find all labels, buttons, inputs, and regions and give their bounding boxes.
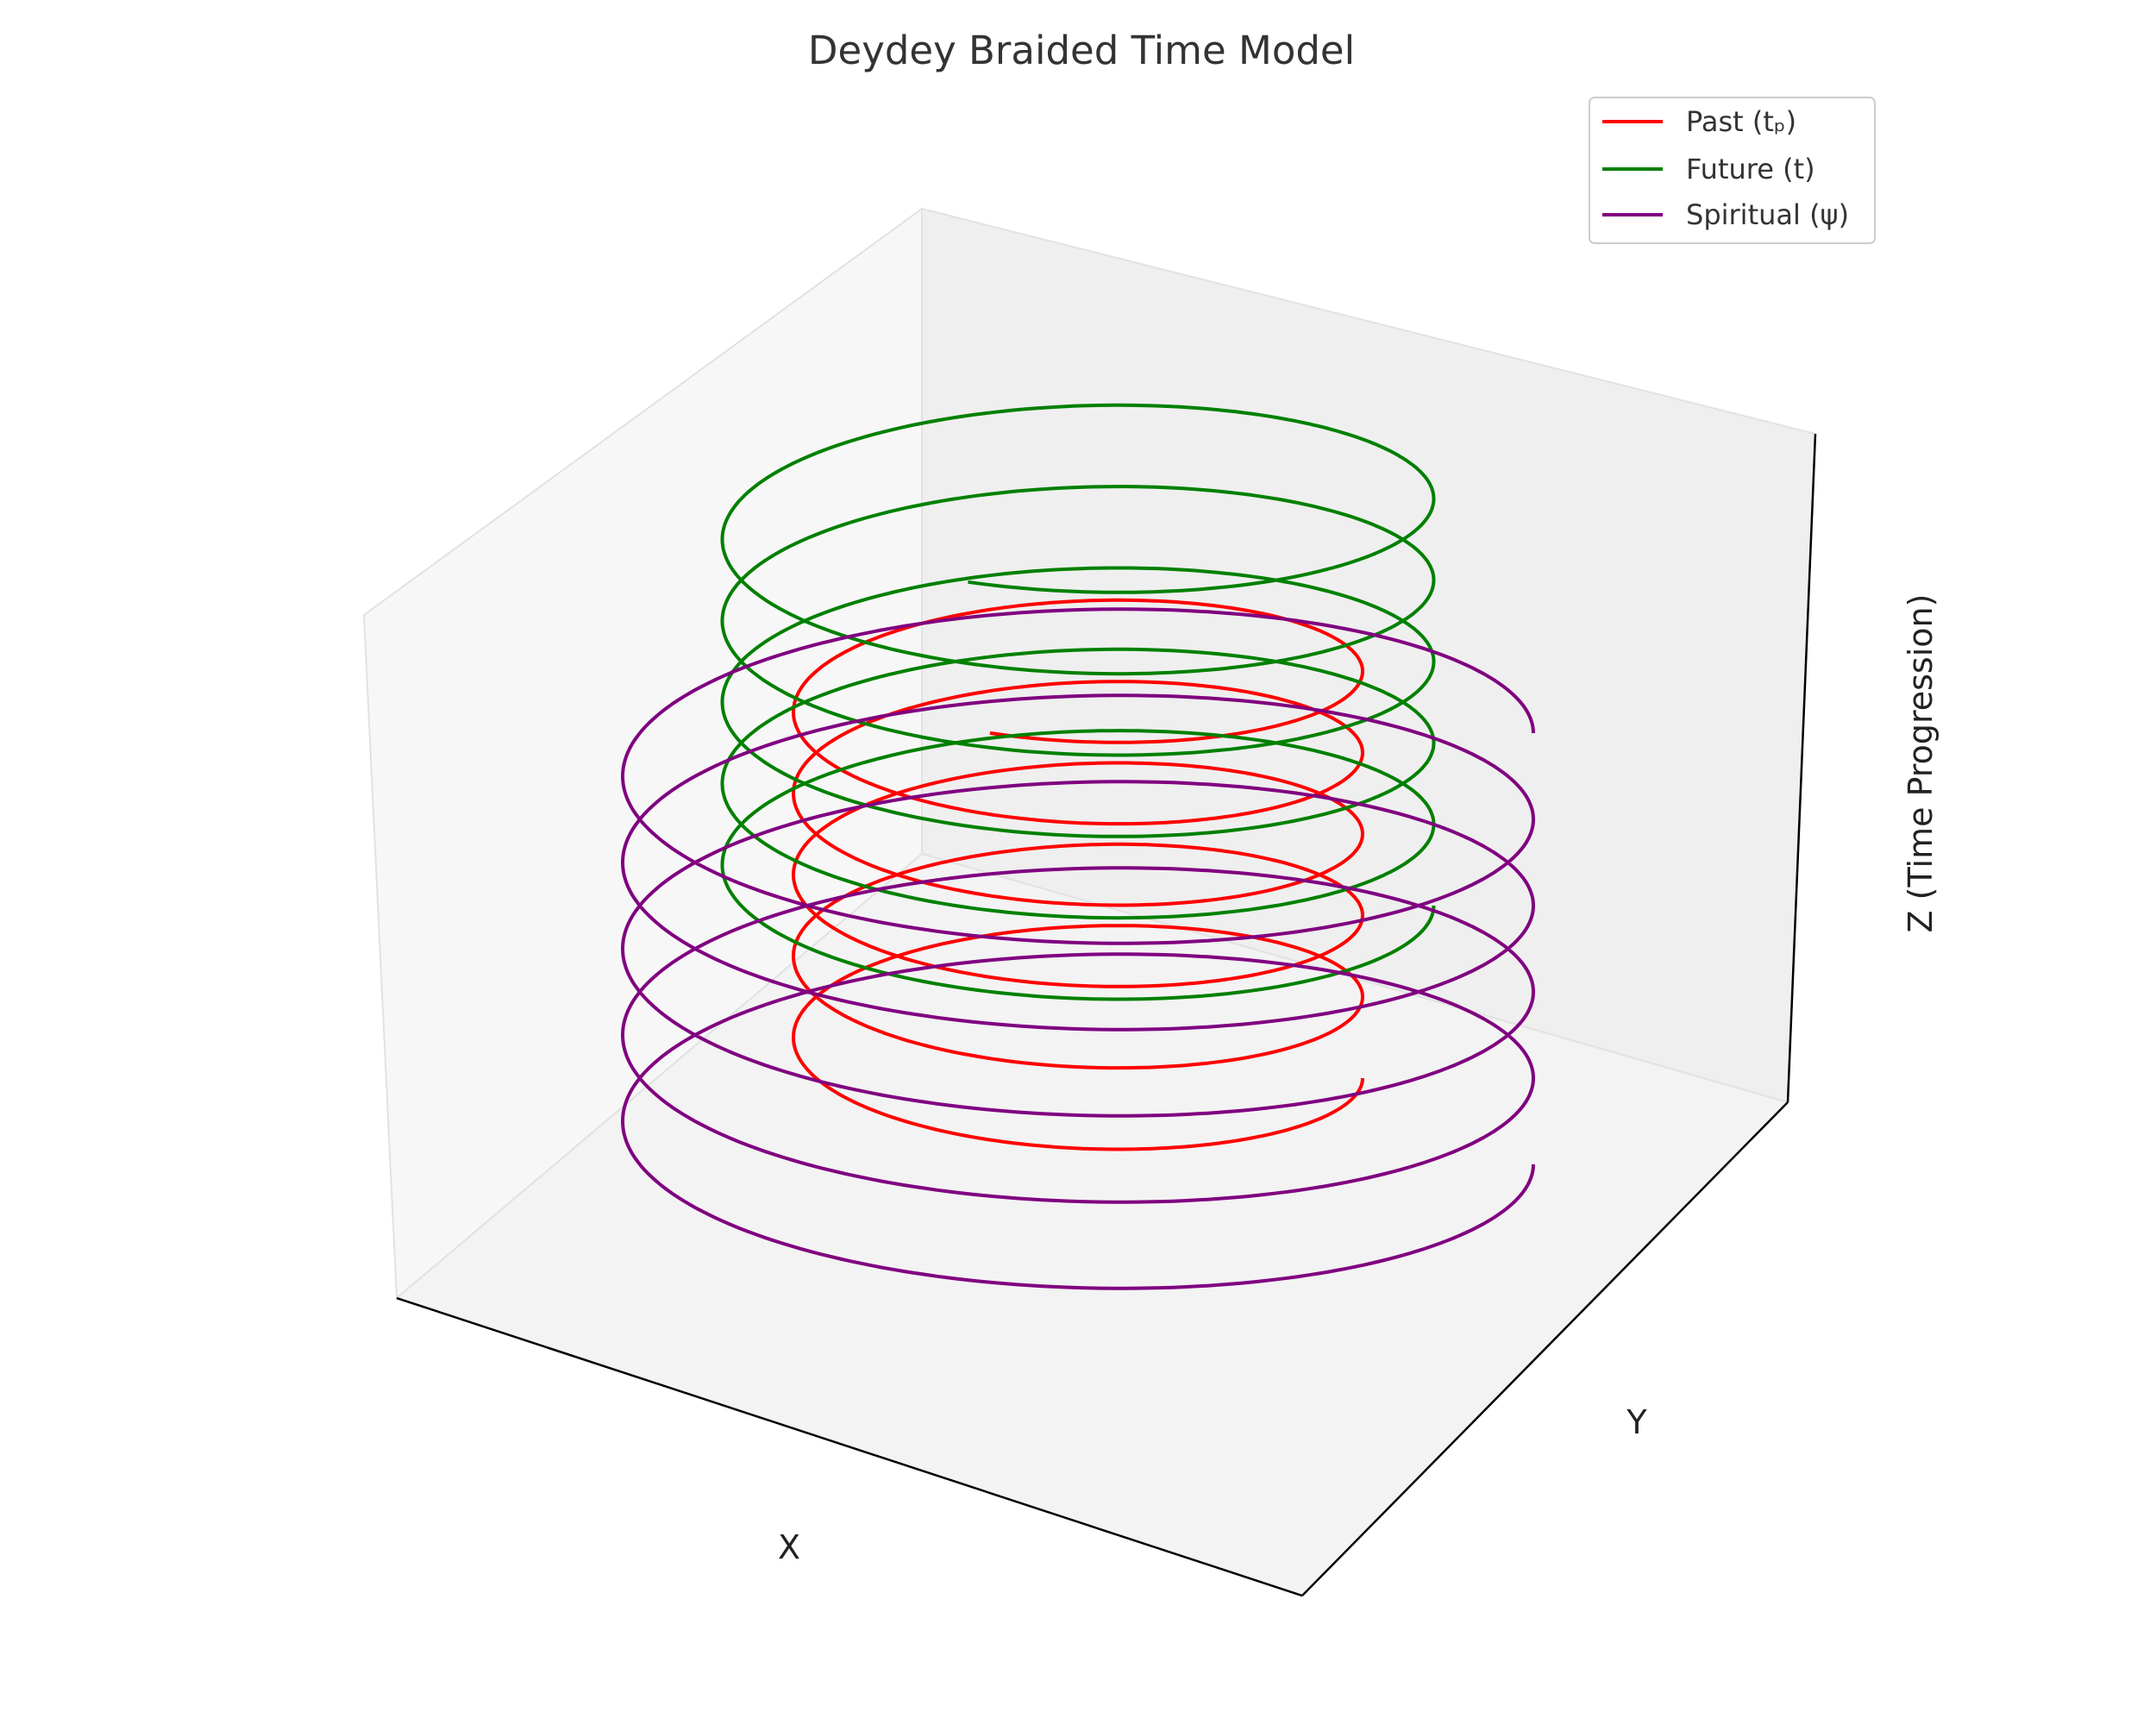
legend-item: Spiritual (ψ) [1602,198,1849,231]
x-axis-label: X [778,1528,800,1566]
legend-frame [1589,97,1876,244]
legend-item: Future (t⁩) [1602,153,1815,185]
z-axis-label: Z (Time Progression) [1902,594,1940,933]
series-line [621,607,1535,1290]
legend-label: Future (t⁩) [1686,153,1815,185]
x-axis-line [396,1296,1303,1597]
y-axis-line [1301,1101,1789,1596]
z-axis-line [1786,433,1817,1103]
y-axis-label: Y [1626,1403,1647,1441]
legend-label: Past (tₚ) [1686,105,1796,138]
axes-panes [362,207,1817,1597]
series-layer [621,403,1535,1290]
legend-item: Past (tₚ) [1602,105,1796,138]
legend: Past (tₚ) Future (t⁩) Spiritual (ψ) [1589,97,1876,244]
axis-lines [396,433,1817,1597]
series-line [720,403,1436,1001]
series-line [792,598,1364,1151]
chart-title: Deydey Braided Time Model [808,28,1355,73]
legend-label: Spiritual (ψ) [1686,198,1849,231]
